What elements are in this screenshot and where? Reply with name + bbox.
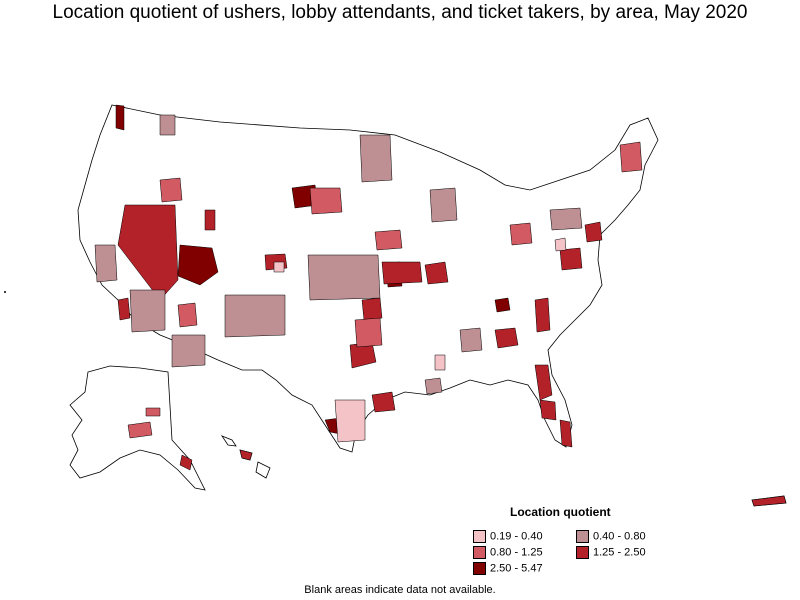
area-california-central: [94, 244, 118, 283]
area-arizona-central: [129, 289, 166, 333]
area-missouri-east: [424, 261, 449, 285]
footnote: Blank areas indicate data not available.: [304, 584, 496, 596]
area-louisiana: [424, 377, 443, 395]
area-west-virginia: [554, 237, 567, 252]
area-wisconsin: [429, 187, 458, 223]
area-kansas-east: [381, 261, 423, 285]
area-arizona-south: [171, 334, 206, 368]
area-nevada: [117, 204, 179, 301]
area-texas-south: [334, 399, 366, 443]
area-oklahoma: [361, 297, 383, 321]
area-alaska-central: [145, 407, 161, 417]
legend-title: Location quotient: [510, 505, 611, 519]
area-south-dakota: [309, 187, 343, 215]
area-texas-houston: [371, 391, 396, 413]
area-idaho-boise: [159, 177, 183, 203]
legend-swatch-3: [473, 546, 486, 559]
area-florida-tampa: [539, 399, 557, 421]
legend-label-5: 2.50 - 5.47: [490, 562, 543, 575]
legend-label-1: 0.19 - 0.40: [490, 530, 543, 543]
area-utah-north: [177, 244, 219, 286]
area-alaska-juneau: [179, 454, 193, 471]
map-dot: [4, 291, 6, 293]
area-ohio: [509, 222, 533, 246]
legend-item: 0.40 - 0.80: [576, 530, 646, 543]
area-virginia: [559, 247, 583, 271]
legend-swatch-2: [576, 530, 589, 543]
legend-item: 0.19 - 0.40: [473, 530, 543, 543]
legend-label-3: 0.80 - 1.25: [490, 546, 543, 559]
hawaii-island-3: [255, 461, 271, 479]
legend-swatch-1: [473, 530, 486, 543]
area-iowa: [374, 229, 403, 251]
area-mid-atlantic: [584, 221, 603, 243]
area-arizona-north: [177, 302, 198, 328]
area-washington-seattle: [115, 104, 125, 131]
area-colorado-pueblo: [273, 261, 285, 273]
area-tennessee: [494, 297, 511, 313]
legend-swatch-5: [473, 562, 486, 575]
area-idaho-south: [204, 209, 216, 231]
legend-label-4: 1.25 - 2.50: [593, 546, 646, 559]
area-georgia: [494, 327, 519, 349]
legend-item: 0.80 - 1.25: [473, 546, 543, 559]
legend-item: 2.50 - 5.47: [473, 562, 543, 575]
area-new-england: [619, 141, 643, 173]
area-florida-north: [534, 364, 553, 401]
map-title: Location quotient of ushers, lobby atten…: [52, 2, 748, 23]
area-hawaii-honolulu: [239, 449, 253, 461]
legend-label-2: 0.40 - 0.80: [593, 530, 646, 543]
area-florida-south: [559, 419, 573, 448]
area-alabama: [459, 327, 483, 353]
area-arizona-west: [117, 297, 131, 321]
area-kansas: [307, 254, 381, 301]
hawaii-outline: [220, 435, 237, 447]
legend-swatch-4: [576, 546, 589, 559]
area-minnesota: [359, 134, 393, 183]
area-carolina: [534, 297, 551, 333]
area-puerto-rico: [751, 495, 787, 507]
area-washington-east: [159, 114, 176, 136]
legend-item: 1.25 - 2.50: [576, 546, 646, 559]
area-new-mexico: [224, 294, 286, 338]
area-texas-south-central: [354, 317, 383, 348]
area-pennsylvania: [549, 207, 583, 231]
area-alaska-south: [127, 421, 153, 439]
area-mississippi: [434, 354, 446, 371]
